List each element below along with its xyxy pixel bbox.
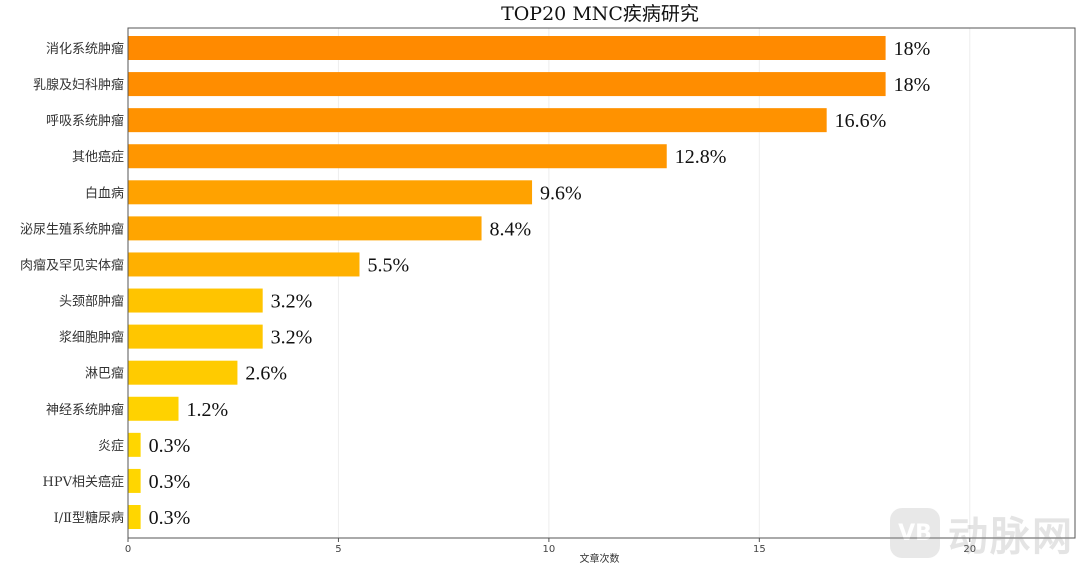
gridlines (127, 28, 971, 538)
data-labels: 18% 18% 16.6% 12.8% 9.6% 8.4% 5.5% 3.2% 3.2% 2.6%… (149, 38, 931, 529)
bar (128, 216, 482, 241)
data-label: 18% (894, 38, 931, 60)
data-label: 0.3% (149, 507, 191, 529)
category-labels: 消化系统肿瘤乳腺及妇科肿瘤呼吸系统肿瘤其他癌症白血病泌尿生殖系统肿瘤肉瘤及罕见实… (20, 41, 124, 526)
data-label: 1.2% (187, 399, 229, 421)
plot-frame (127, 27, 1076, 539)
bars (128, 36, 886, 529)
data-label: 18% (894, 74, 931, 96)
category-label: Ⅰ/Ⅱ型糖尿病 (54, 510, 124, 526)
category-label: 其他癌症 (72, 149, 124, 165)
bar (128, 360, 238, 385)
bar (128, 396, 179, 421)
bar (128, 505, 141, 529)
data-label: 16.6% (835, 110, 887, 132)
category-label: 神经系统肿瘤 (46, 402, 124, 418)
category-label: 白血病 (85, 185, 124, 201)
category-label: 呼吸系统肿瘤 (46, 113, 124, 129)
brand-wordmark: 动脉网 (948, 514, 1074, 560)
category-label: 浆细胞肿瘤 (59, 330, 124, 346)
bar (128, 72, 886, 97)
data-label: 3.2% (271, 291, 313, 313)
bar (128, 468, 141, 493)
x-tick-label: 20 (963, 544, 976, 555)
category-label: 乳腺及妇科肿瘤 (33, 77, 124, 93)
x-tick-label: 15 (753, 544, 766, 555)
x-axis-ticks: 0 5 10 15 20 (125, 538, 976, 555)
x-tick-label: 5 (335, 544, 341, 555)
category-label: HPV相关癌症 (43, 474, 124, 490)
x-tick-label: 10 (543, 544, 556, 555)
data-label: 2.6% (245, 363, 287, 385)
data-label: 12.8% (675, 146, 727, 168)
category-label: 肉瘤及罕见实体瘤 (20, 257, 124, 273)
data-label: 9.6% (540, 182, 582, 204)
bar (128, 144, 667, 169)
data-label: 5.5% (367, 254, 409, 276)
chart-title: TOP20 MNC疾病研究 (501, 3, 699, 25)
category-label: 头颈部肿瘤 (59, 294, 124, 310)
bar (128, 36, 886, 60)
bar (128, 288, 263, 313)
bar (128, 432, 141, 457)
data-label: 3.2% (271, 327, 313, 349)
watermark: VB 动脉网 (890, 504, 1074, 562)
bar (128, 108, 827, 133)
x-axis-title: 文章次数 (580, 552, 620, 565)
bar (128, 324, 263, 349)
category-label: 消化系统肿瘤 (46, 41, 124, 57)
data-label: 8.4% (490, 218, 532, 240)
vb-logo-icon: VB (890, 508, 940, 558)
category-label: 淋巴瘤 (85, 366, 124, 382)
category-label: 炎症 (98, 439, 124, 454)
data-label: 0.3% (149, 435, 191, 457)
x-tick-label: 0 (125, 544, 131, 555)
category-label: 泌尿生殖系统肿瘤 (20, 221, 124, 237)
bar (128, 252, 360, 277)
bar (128, 180, 533, 205)
data-label: 0.3% (149, 471, 191, 493)
